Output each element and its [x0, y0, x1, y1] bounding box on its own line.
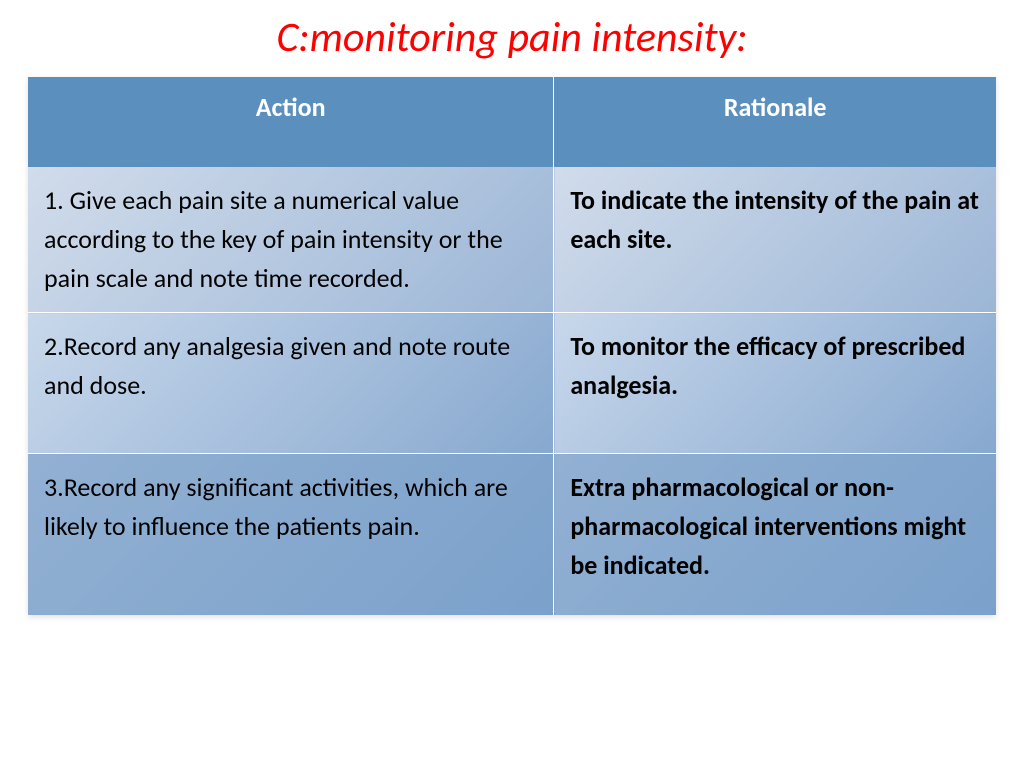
action-rationale-table: Action Rationale 1. Give each pain site … — [28, 77, 996, 615]
slide-container: C:monitoring pain intensity: Action Rati… — [0, 0, 1024, 768]
col-header-rationale: Rationale — [554, 77, 996, 167]
cell-action: 3.Record any significant activities, whi… — [28, 454, 554, 616]
cell-rationale: To monitor the efficacy of prescribed an… — [554, 313, 996, 454]
cell-rationale: Extra pharmacological or non-pharmacolog… — [554, 454, 996, 616]
cell-rationale: To indicate the intensity of the pain at… — [554, 167, 996, 313]
col-header-action: Action — [28, 77, 554, 167]
cell-action: 1. Give each pain site a numerical value… — [28, 167, 554, 313]
table-header-row: Action Rationale — [28, 77, 996, 167]
table-row: 2.Record any analgesia given and note ro… — [28, 313, 996, 454]
table-row: 1. Give each pain site a numerical value… — [28, 167, 996, 313]
page-title: C:monitoring pain intensity: — [28, 12, 996, 63]
cell-action: 2.Record any analgesia given and note ro… — [28, 313, 554, 454]
table-row: 3.Record any significant activities, whi… — [28, 454, 996, 616]
